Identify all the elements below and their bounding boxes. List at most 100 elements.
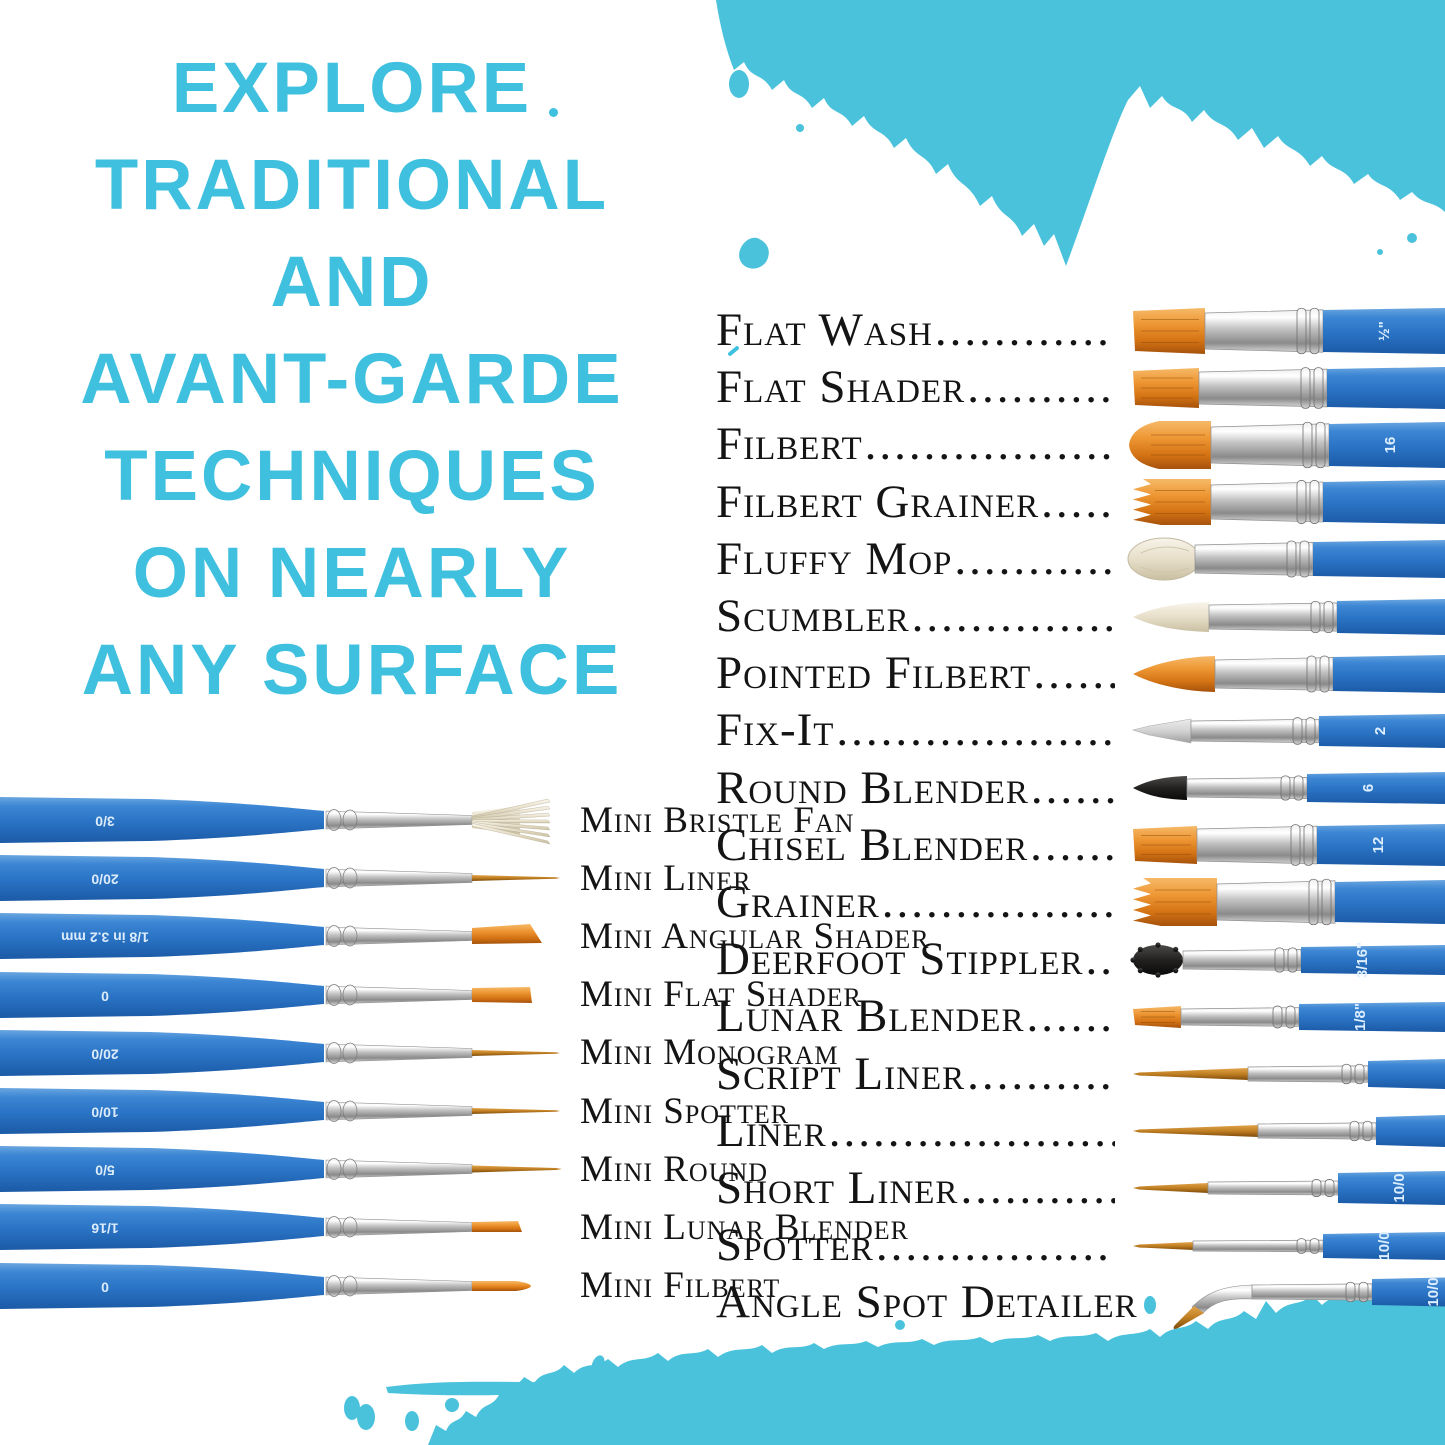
brush-name-label: Short Liner	[716, 1161, 959, 1214]
brush-list-item: Flat Shader.............................…	[716, 359, 1445, 416]
headline-line: AVANT-GARDE	[80, 340, 624, 419]
dotted-leader: ........................................…	[1041, 478, 1115, 526]
brush-name-label: Script Liner	[716, 1047, 966, 1100]
brush-name-label: Mini Monogram	[580, 1032, 839, 1074]
dotted-leader: ........................................…	[828, 1107, 1115, 1155]
dotted-leader: ........................................…	[934, 307, 1115, 355]
brush-name-label: Mini Filbert	[580, 1265, 781, 1307]
brush-list-item: Spotter.................................…	[716, 1217, 1445, 1274]
brush-illustration-mini-bristle-fan: 3/0	[0, 797, 551, 845]
svg-text:3/16": 3/16"	[1354, 942, 1371, 978]
brush-name-label: Mini Round	[580, 1148, 769, 1190]
paint-splatter-top	[716, 0, 1445, 269]
brush-illustration-fluffy-mop	[1127, 537, 1445, 581]
brush-list-item: Flat Wash...............................…	[716, 302, 1445, 359]
svg-text:½": ½"	[1376, 321, 1393, 341]
dotted-leader: ........................................…	[1030, 764, 1115, 812]
headline-line: TRADITIONAL	[94, 146, 610, 225]
brush-illustration-angle-spot-detailer: 10/0	[1173, 1277, 1445, 1329]
dotted-leader: ........................................…	[1026, 993, 1115, 1041]
brush-illustration-round-blender: 6	[1133, 772, 1445, 805]
brush-name-label: Fix-It	[716, 704, 835, 757]
dotted-leader: ........................................…	[881, 878, 1115, 926]
svg-text:1/16: 1/16	[91, 1221, 118, 1237]
headline: EXPLORE TRADITIONAL AND AVANT-GARDE TECH…	[64, 40, 640, 719]
headline-line: AND	[270, 243, 434, 322]
brush-name-label: Grainer	[716, 875, 880, 928]
brush-list-item: Filbert.................................…	[716, 416, 1445, 473]
brush-illustration-liner	[1133, 1115, 1445, 1148]
brush-list-item: Fluffy Mop..............................…	[716, 531, 1445, 588]
brush-illustration-lunar-blender: 1/8"	[1133, 1001, 1445, 1032]
svg-text:20/0: 20/0	[91, 1046, 118, 1062]
brush-name-label: Flat Wash	[716, 304, 933, 357]
brush-name-label: Flat Shader	[716, 361, 966, 414]
dotted-leader: ........................................…	[1030, 821, 1115, 869]
brush-list-item: Scumbler................................…	[716, 588, 1445, 645]
mini-brush-list-item: 0.......................................…	[0, 966, 861, 1024]
brush-name-label: Fluffy Mop	[716, 532, 953, 585]
brush-illustration-chisel-blender: 12	[1133, 824, 1445, 867]
svg-text:10/0: 10/0	[1391, 1174, 1408, 1203]
brush-illustration-fix-it: 2	[1131, 713, 1445, 748]
mini-brush-list-item: 5/0.....................................…	[0, 1140, 767, 1198]
brush-name-label: Round Blender	[716, 761, 1029, 814]
brush-name-label: Mini Angular Shader	[580, 915, 930, 957]
brush-illustration-spotter: 10/0	[1133, 1231, 1445, 1260]
brush-illustration-mini-lunar-blender: 1/16	[0, 1204, 522, 1251]
brush-list-item: Lunar Blender...........................…	[716, 988, 1445, 1045]
svg-text:2: 2	[1372, 727, 1389, 735]
brush-name-label: Chisel Blender	[716, 818, 1029, 871]
brush-illustration-short-liner: 10/0	[1133, 1171, 1445, 1206]
mini-brush-list-item: 3/0.....................................…	[0, 791, 853, 849]
brush-illustration-flat-wash: ½"	[1133, 307, 1445, 354]
svg-text:0: 0	[101, 988, 109, 1004]
brush-illustration-filbert: 16	[1129, 420, 1445, 469]
paint-speck	[549, 108, 558, 117]
mini-brush-list-item: 10/0....................................…	[0, 1082, 788, 1140]
brush-name-label: Liner	[716, 1104, 827, 1157]
dotted-leader: ........................................…	[864, 421, 1115, 469]
brush-illustration-mini-monogram: 20/0	[0, 1029, 560, 1076]
brush-illustration-filbert-grainer	[1133, 479, 1445, 526]
svg-text:12: 12	[1370, 837, 1387, 854]
brush-name-label: Mini Liner	[580, 857, 752, 899]
brush-illustration-mini-round: 5/0	[0, 1146, 562, 1193]
dotted-leader: ........................................…	[836, 707, 1115, 755]
headline-line: EXPLORE	[171, 49, 533, 128]
svg-text:1/8": 1/8"	[1352, 1003, 1369, 1031]
svg-text:10/0: 10/0	[1376, 1231, 1393, 1260]
brush-illustration-flat-shader	[1133, 366, 1445, 409]
brush-illustration-mini-spotter: 10/0	[0, 1088, 560, 1135]
brush-list-item: Fix-It..................................…	[716, 702, 1445, 759]
dotted-leader: ........................................…	[911, 593, 1115, 641]
svg-text:10/0: 10/0	[91, 1104, 118, 1120]
brush-name-label: Mini Flat Shader	[580, 974, 862, 1016]
svg-text:3/0: 3/0	[95, 813, 115, 829]
dotted-leader: ........................................…	[960, 1164, 1115, 1212]
brush-list-item: Filbert Grainer.........................…	[716, 474, 1445, 531]
brush-illustration-mini-flat-shader: 0	[0, 971, 532, 1018]
brush-name-label: Mini Spotter	[580, 1090, 790, 1132]
mini-brush-list-item: 1/16....................................…	[0, 1198, 908, 1256]
brush-list-mini: 3/0.....................................…	[0, 791, 929, 1315]
brush-illustration-deerfoot-stippler: 3/16"	[1130, 942, 1445, 978]
dotted-leader: ........................................…	[875, 1222, 1115, 1270]
svg-text:1/8 in 3.2 mm: 1/8 in 3.2 mm	[61, 930, 149, 946]
brush-name-label: Pointed Filbert	[716, 647, 1032, 700]
dotted-leader: ........................................…	[967, 1050, 1115, 1098]
brush-name-label: Lunar Blender	[716, 990, 1025, 1043]
svg-text:5/0: 5/0	[95, 1163, 115, 1179]
brush-name-label: Mini Lunar Blender	[580, 1206, 909, 1248]
headline-line: ANY SURFACE	[81, 631, 623, 710]
brush-list-item: Deerfoot Stippler.......................…	[716, 931, 1445, 988]
brush-illustration-mini-angular-shader: 1/8 in 3.2 mm	[0, 913, 542, 960]
svg-text:10/0: 10/0	[1425, 1277, 1442, 1306]
dotted-leader: ........................................…	[1033, 650, 1115, 698]
dotted-leader: ........................................…	[1085, 936, 1115, 984]
dotted-leader: ........................................…	[954, 535, 1115, 583]
brush-name-label: Filbert Grainer	[716, 475, 1040, 528]
brush-name-label: Scumbler	[716, 590, 910, 643]
mini-brush-list-item: 20/0....................................…	[0, 849, 751, 907]
